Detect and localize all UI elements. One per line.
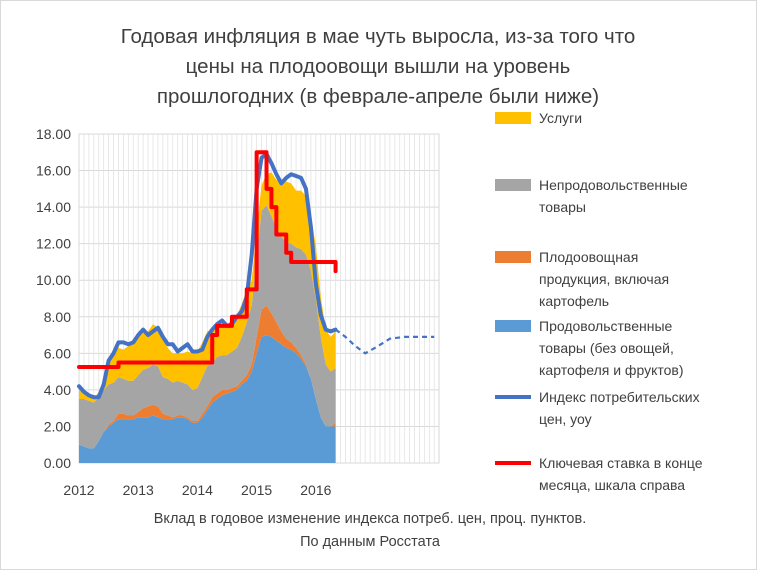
stacked-areas xyxy=(79,172,336,463)
y-tick-label: 10.00 xyxy=(36,272,71,288)
legend-label: товары (без овощей, xyxy=(539,340,674,356)
legend: Услуги Непродовольственные товары Плодоовощ… xyxy=(495,110,703,493)
legend-label: Индекс потребительских xyxy=(539,389,700,405)
y-tick-label: 18.00 xyxy=(36,126,71,142)
area-series-1 xyxy=(79,305,336,449)
caption-line: По данным Росстата xyxy=(300,534,441,550)
legend-label: Продовольственные xyxy=(539,318,673,334)
x-tick-label: 2012 xyxy=(63,482,94,498)
caption: Вклад в годовое изменение индекса потреб… xyxy=(154,511,586,550)
legend-label: Плодоовощная xyxy=(539,249,638,265)
x-tick-label: 2015 xyxy=(241,482,272,498)
y-tick-label: 14.00 xyxy=(36,199,71,215)
cpi-line xyxy=(77,152,338,400)
title-line: Годовая инфляция в мае чуть выросла, из-… xyxy=(121,25,636,48)
legend-label: Ключевая ставка в конце xyxy=(539,455,703,471)
y-tick-label: 16.00 xyxy=(36,163,71,179)
legend-item: Ключевая ставка в конце месяца, шкала спр… xyxy=(495,455,703,493)
axes: 0.00 2.00 4.00 6.00 8.00 10.00 12.00 14.00 16.00… xyxy=(36,126,332,498)
legend-label: Непродовольственные xyxy=(539,177,688,193)
title-line: цены на плодоовощи вышли на уровень xyxy=(186,55,571,78)
y-tick-label: 2.00 xyxy=(44,418,71,434)
legend-label: картофеля и фруктов) xyxy=(539,362,684,378)
line-series xyxy=(77,150,435,400)
x-tick-label: 2014 xyxy=(182,482,213,498)
legend-label: продукция, включая xyxy=(539,271,669,287)
title-line: прошлогодних (в феврале-апреле были ниже… xyxy=(157,85,599,108)
x-tick-label: 2016 xyxy=(300,482,331,498)
legend-item: Услуги xyxy=(495,110,582,126)
y-tick-label: 8.00 xyxy=(44,309,71,325)
legend-label: цен, уоу xyxy=(539,411,592,427)
y-tick-label: 0.00 xyxy=(44,455,71,471)
y-tick-label: 12.00 xyxy=(36,236,71,252)
area-series-2 xyxy=(79,205,336,449)
area-series-3 xyxy=(79,172,336,403)
legend-item: Индекс потребительских цен, уоу xyxy=(495,389,700,427)
legend-label: товары xyxy=(539,199,586,215)
caption-line: Вклад в годовое изменение индекса потреб… xyxy=(154,511,586,527)
legend-label: картофель xyxy=(539,293,609,309)
y-tick-label: 6.00 xyxy=(44,345,71,361)
legend-label: месяца, шкала справа xyxy=(539,477,685,493)
legend-swatch xyxy=(495,179,531,191)
legend-item: Продовольственные товары (без овощей, карт… xyxy=(495,318,684,378)
key-rate-line xyxy=(77,150,338,370)
legend-item: Непродовольственные товары xyxy=(495,177,688,215)
legend-item: Плодоовощная продукция, включая картофель xyxy=(495,249,669,309)
legend-swatch xyxy=(495,112,531,124)
chart-title: Годовая инфляция в мае чуть выросла, из-… xyxy=(121,25,636,108)
legend-swatch xyxy=(495,320,531,332)
legend-swatch xyxy=(495,251,531,263)
area-series-0 xyxy=(79,335,336,463)
cpi-forecast-line xyxy=(334,328,435,355)
y-tick-label: 4.00 xyxy=(44,382,71,398)
legend-label: Услуги xyxy=(539,110,582,126)
x-tick-label: 2013 xyxy=(123,482,154,498)
